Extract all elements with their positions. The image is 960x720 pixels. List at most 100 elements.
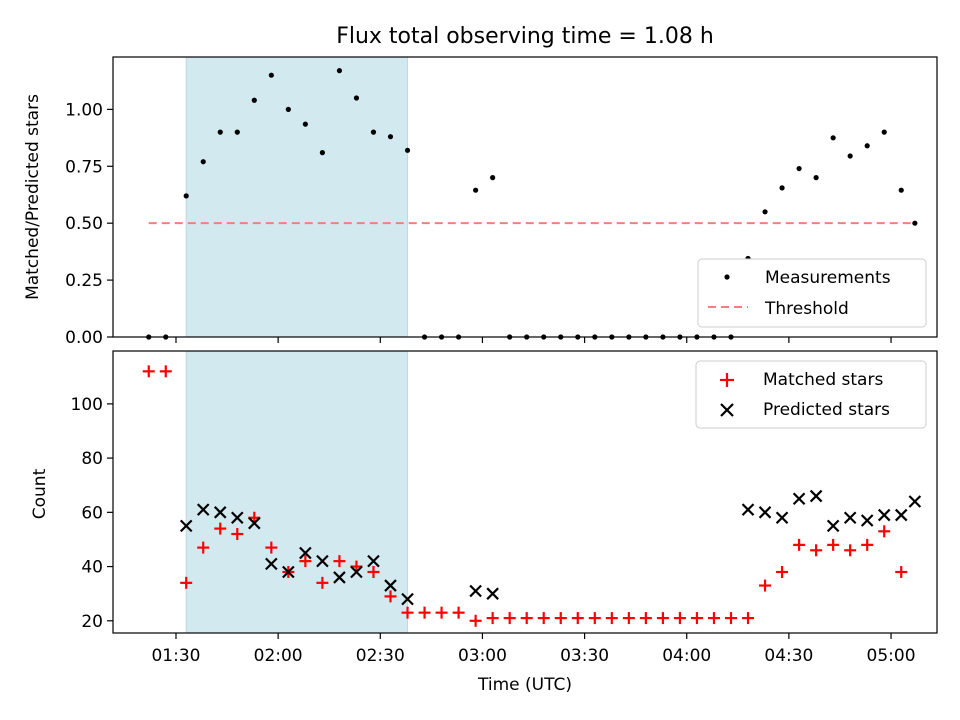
y-tick-label: 1.00 [65,100,103,120]
top-legend-box [697,258,927,328]
measurement-point [912,220,918,226]
matched-legend-label: Matched stars [763,370,883,390]
predicted-star-point [299,546,312,560]
predicted-star-point [333,571,346,584]
measurement-point [183,193,189,199]
matched-star-point [333,555,346,568]
measurement-point [200,159,206,165]
y-tick-label: 80 [81,449,103,469]
matched-star-point [486,612,499,625]
threshold-legend-label: Threshold [764,299,849,319]
bottom-plot-frame [112,350,938,634]
measurement-point [387,134,394,140]
matched-star-point [793,538,806,551]
matched-star-point [418,606,431,619]
measurement-point [404,147,411,153]
measurement-point [370,129,377,135]
measurement-point [779,185,785,191]
measurement-point [762,209,768,215]
matched-star-point [810,544,823,557]
y-tick-label: 0.25 [65,271,103,291]
measurement-point [268,72,274,78]
matched-star-point [878,525,891,538]
x-tick-label: 02:30 [356,646,405,666]
y-tick-label: 20 [81,612,103,632]
matched-star-point [180,576,193,589]
measurement-point [473,187,479,193]
measurement-point [847,153,853,159]
predicted-star-point [179,519,193,533]
matched-star-point [452,606,465,619]
matched-star-point [588,612,601,625]
bottom-y-axis-label: Count [30,468,50,519]
top-shaded-span [185,56,409,338]
matched-star-point [673,612,686,625]
predicted-star-point [809,489,823,503]
measurement-point [251,97,257,103]
predicted-star-point [231,511,244,525]
matched-star-point [159,365,172,378]
matched-star-point [142,365,155,378]
predicted-star-point [350,565,363,579]
predicted-star-point [282,565,295,579]
top-panel: 0.00 0.25 0.50 0.75 1.00 Matched/Predicted s… [23,56,938,348]
predicted-star-point [826,519,840,533]
measurement-point [234,129,240,135]
matched-star-point [622,612,635,625]
matched-star-point [299,555,312,568]
predicted-star-point [741,503,755,516]
x-tick-label: 04:30 [764,646,813,666]
predicted-legend-marker [720,403,734,417]
predicted-star-point [908,495,922,508]
measurement-point [217,129,223,135]
predicted-star-point [469,584,482,598]
measurement-point [336,68,343,74]
matched-star-point [861,538,874,551]
measurements-legend-marker [724,274,730,280]
measurement-point [353,95,360,101]
bottom-panel: 20 40 60 80 100 01:30 02:00 02:30 03:00 03:30 04:… [30,350,938,695]
matched-star-point [316,576,329,589]
predicted-star-point [384,579,397,592]
matched-star-point [401,606,414,619]
top-x-ticks [175,337,892,343]
x-tick-label: 04:00 [662,646,711,666]
measurement-point [796,165,802,172]
measurement-point [830,135,836,141]
matched-star-point [725,612,737,625]
matched-star-point [827,538,840,551]
y-tick-label: 0.00 [65,328,103,348]
predicted-star-point [316,554,329,568]
y-tick-label: 0.75 [65,157,103,177]
x-tick-label: 01:30 [151,646,200,666]
predicted-star-point [401,592,414,606]
bottom-x-ticks: 01:30 02:00 02:30 03:00 03:30 04:00 04:30 05:00 [151,633,916,666]
predicted-star-point [265,557,278,571]
measurement-point [319,150,326,156]
top-y-axis-label: Matched/Predicted stars [23,94,43,300]
predicted-legend-label: Predicted stars [763,400,890,420]
y-tick-label: 100 [71,395,103,415]
x-tick-label: 03:30 [560,646,609,666]
measurement-point [302,121,308,127]
bottom-legend-box [695,360,927,429]
y-tick-label: 40 [81,558,103,578]
matched-star-point [367,565,380,578]
matched-star-point [520,612,533,625]
predicted-star-point [843,511,857,525]
y-tick-label: 60 [81,503,103,523]
bottom-y-ticks: 20 40 60 80 100 [71,395,113,632]
matched-star-point [537,612,550,625]
top-legend: Measurements Threshold [697,258,927,328]
count-points [142,365,922,627]
predicted-star-point [894,508,908,522]
matched-star-point [469,614,482,627]
matched-star-point [776,565,789,578]
x-tick-label: 02:00 [254,646,303,666]
predicted-star-point [196,503,210,516]
matched-star-point [895,565,908,578]
predicted-star-point [758,506,772,519]
matched-star-point [844,544,857,557]
measurement-point [490,175,496,181]
